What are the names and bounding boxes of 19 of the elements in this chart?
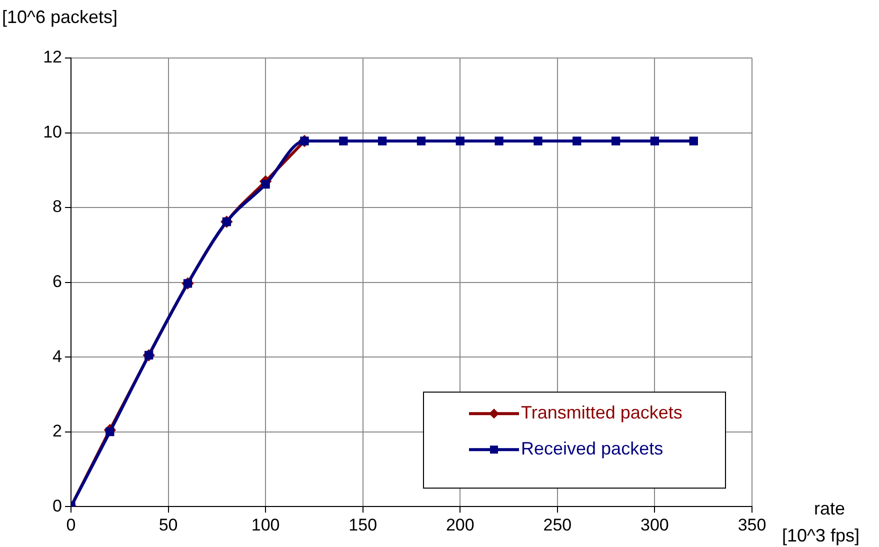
y-tick-label: 6 xyxy=(52,272,62,291)
x-tick-label: 50 xyxy=(158,515,178,534)
y-tick-label: 10 xyxy=(43,122,62,142)
x-tick-label: 200 xyxy=(446,515,474,534)
x-tick-label: 150 xyxy=(348,515,378,534)
y-tick-label: 4 xyxy=(52,346,62,366)
y-tick-label: 8 xyxy=(52,197,62,216)
x-tick-label: 350 xyxy=(738,515,766,534)
x-tick-label: 250 xyxy=(543,515,572,534)
x-axis-title: rate [10^3 fps] xyxy=(782,498,860,546)
y-tick-label: 12 xyxy=(43,48,62,67)
x-tick-label: 300 xyxy=(640,515,669,534)
y-tick-label: 0 xyxy=(52,496,62,516)
x-tick-label: 0 xyxy=(66,515,76,534)
y-axis-title: [10^6 packets] xyxy=(2,6,118,27)
legend-label: Transmitted packets xyxy=(521,402,682,423)
x-tick-label: 100 xyxy=(251,515,280,534)
legend-label: Received packets xyxy=(521,438,664,459)
y-tick-label: 2 xyxy=(52,422,62,441)
